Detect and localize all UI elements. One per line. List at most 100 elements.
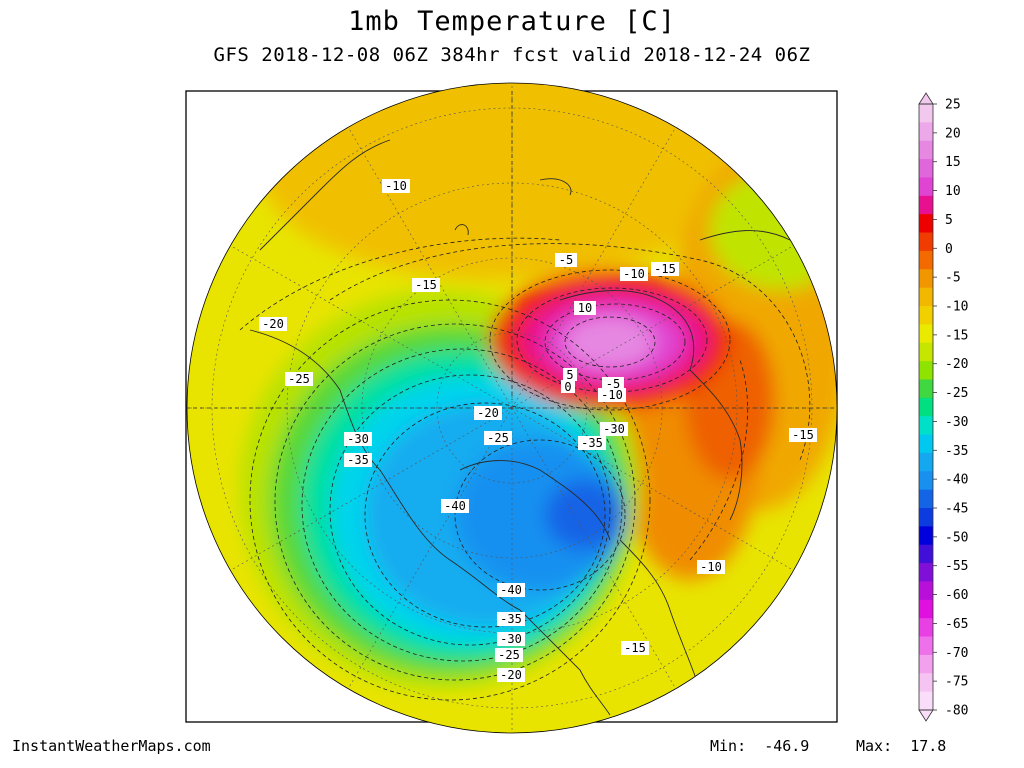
contour-label-m40-center: -40 — [441, 499, 469, 513]
colorbar-segment — [919, 508, 933, 527]
field-north-m10 — [260, 83, 740, 280]
contour-label-m30-center: -30 — [600, 422, 628, 436]
contour-label-m10-east: -10 — [598, 388, 626, 402]
colorbar-tick-label: -15 — [945, 328, 968, 343]
svg-text:-20: -20 — [262, 317, 284, 331]
colorbar-segment — [919, 379, 933, 399]
colorbar-tick-label: 10 — [945, 184, 961, 199]
source-credit: InstantWeatherMaps.com — [12, 737, 211, 755]
colorbar-segment — [919, 416, 933, 435]
colorbar-tick-label: -40 — [945, 473, 968, 488]
svg-text:-5: -5 — [606, 377, 620, 391]
colorbar-segment — [919, 654, 933, 674]
colorbar-tick-label: -60 — [945, 588, 968, 603]
colorbar-segment — [919, 104, 933, 123]
colorbar-segment — [919, 691, 933, 711]
colorbar-segment — [919, 342, 933, 362]
contour-label-m25-center: -25 — [484, 431, 512, 445]
svg-text:5: 5 — [566, 368, 573, 382]
contour-label-m30-west: -30 — [344, 432, 372, 446]
colorbar-tick-label: -45 — [945, 502, 968, 517]
colorbar-segment — [919, 195, 933, 215]
field-m45 — [455, 440, 625, 590]
colorbar-segment — [919, 159, 933, 178]
svg-text:-25: -25 — [487, 431, 509, 445]
contour-label-m35-center: -35 — [578, 436, 606, 450]
contour-label-m5-north: -5 — [555, 253, 577, 267]
svg-text:-5: -5 — [559, 253, 573, 267]
svg-text:-35: -35 — [581, 436, 603, 450]
contour-label-m20-far-west: -20 — [259, 317, 287, 331]
colorbar-segment — [919, 526, 933, 546]
contour-lines — [239, 237, 811, 701]
colorbar-tick-label: -80 — [945, 704, 968, 719]
colorbar-segment — [919, 177, 933, 197]
colorbar-segment — [919, 673, 933, 693]
contour-labels: -10 -15 -20 -25 -30 -35 -40 -20 -25 -5 -… — [259, 179, 817, 682]
colorbar-tick-label: -30 — [945, 415, 968, 430]
colorbar-segments — [919, 104, 933, 711]
min-label: Min: — [710, 737, 747, 755]
contour-label-m15-west: -15 — [412, 278, 440, 292]
contour-label-m15-northeast: -15 — [651, 262, 679, 276]
colorbar-tick-label: -55 — [945, 559, 968, 574]
field-m50 — [545, 480, 625, 550]
colorbar-tick-label: 20 — [945, 126, 961, 141]
colorbar-segment — [919, 618, 933, 637]
svg-text:-30: -30 — [347, 432, 369, 446]
svg-text:-10: -10 — [385, 179, 407, 193]
svg-text:-10: -10 — [700, 560, 722, 574]
colorbar-tick-label: 15 — [945, 155, 961, 170]
svg-text:-40: -40 — [500, 583, 522, 597]
colorbar-segment — [919, 397, 933, 417]
contour-label-m15-east: -15 — [789, 428, 817, 442]
contour-label-m10-northwest: -10 — [382, 179, 410, 193]
colorbar-segment — [919, 269, 933, 289]
map-subtitle: GFS 2018-12-08 06Z 384hr fcst valid 2018… — [213, 44, 811, 66]
contour-label-m15-southeast: -15 — [621, 641, 649, 655]
contour-label-m20-center: -20 — [474, 406, 502, 420]
max-label: Max: — [856, 737, 893, 755]
svg-text:-15: -15 — [415, 278, 437, 292]
colorbar-tick-label: -65 — [945, 617, 968, 632]
contour-label-0-warm-edge: 0 — [561, 380, 575, 394]
svg-text:-10: -10 — [623, 267, 645, 281]
colorbar-segment — [919, 434, 933, 454]
svg-text:0: 0 — [564, 380, 571, 394]
colorbar-segment — [919, 599, 933, 619]
contour-label-m25-west: -25 — [285, 372, 313, 386]
colorbar-segment — [919, 452, 933, 472]
colorbar-segment — [919, 361, 933, 380]
colorbar-segment — [919, 324, 933, 344]
colorbar-segment — [919, 232, 933, 252]
colorbar-tick-label: -10 — [945, 300, 968, 315]
colorbar-tick-label: -25 — [945, 386, 968, 401]
contour-label-m5-east: -5 — [602, 377, 624, 391]
svg-text:-30: -30 — [603, 422, 625, 436]
svg-text:-20: -20 — [500, 668, 522, 682]
colorbar-segment — [919, 636, 933, 656]
map-title: 1mb Temperature [C] — [348, 6, 676, 37]
colorbar-tick-label: -70 — [945, 646, 968, 661]
colorbar-bottom-arrow — [918, 709, 934, 722]
colorbar-segment — [919, 471, 933, 491]
colorbar-segment — [919, 544, 933, 564]
svg-text:-40: -40 — [444, 499, 466, 513]
contour-label-m35-south: -35 — [497, 612, 525, 626]
colorbar-tick-label: 25 — [945, 98, 961, 113]
colorbar-tick-label: 0 — [945, 242, 953, 257]
svg-text:-15: -15 — [654, 262, 676, 276]
svg-text:-15: -15 — [792, 428, 814, 442]
colorbar-tick-label: 5 — [945, 213, 953, 228]
contour-label-m35-west: -35 — [344, 453, 372, 467]
colorbar-tick-label: -50 — [945, 530, 968, 545]
colorbar-tick-label: -20 — [945, 357, 968, 372]
contour-label-10-warm-core: 10 — [574, 301, 596, 315]
colorbar-segment — [919, 250, 933, 270]
colorbar-segment — [919, 140, 933, 160]
max-readout: Max: 17.8 — [856, 737, 946, 755]
colorbar-segment — [919, 214, 933, 233]
colorbar-tick-label: -35 — [945, 444, 968, 459]
colorbar-segment — [919, 563, 933, 582]
